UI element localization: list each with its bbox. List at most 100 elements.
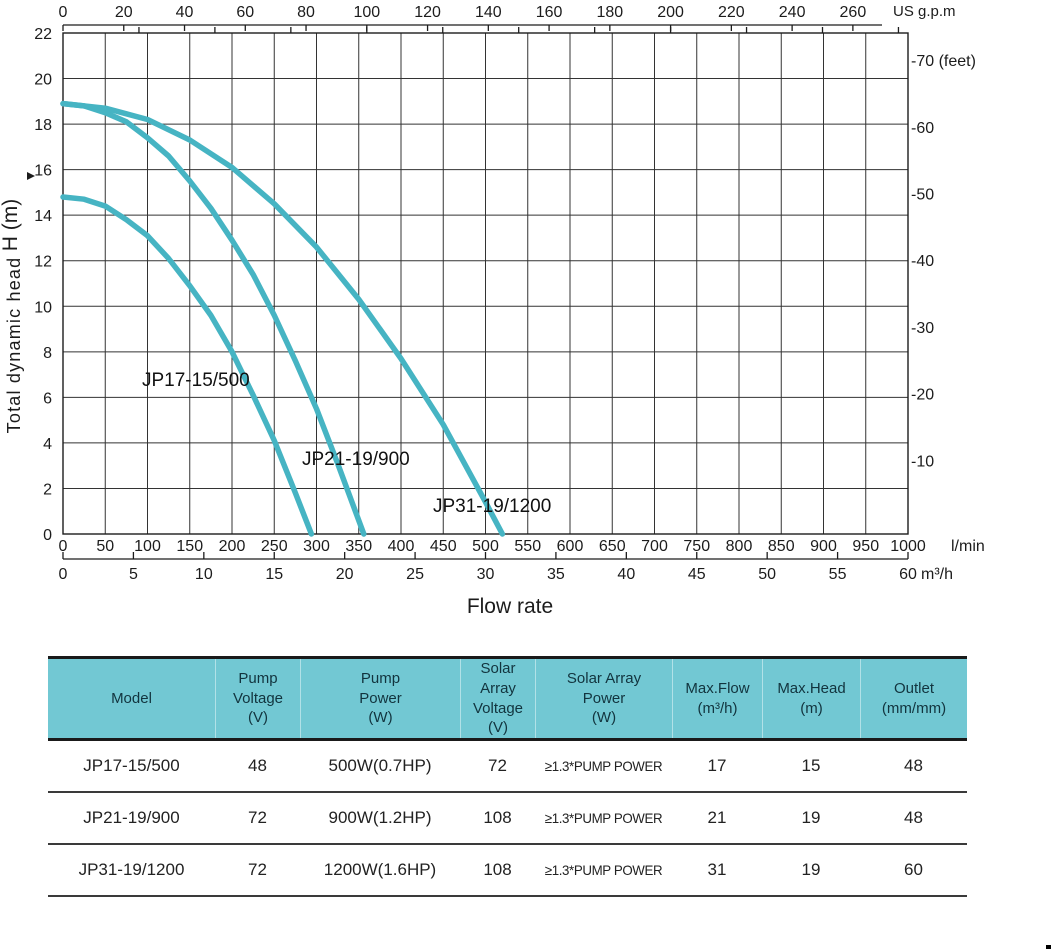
- y-tick-label: 14: [34, 208, 52, 225]
- column-header-line: (m): [800, 699, 823, 717]
- cell-r2-c7: 60: [904, 860, 923, 880]
- cell-r0-c6: 15: [801, 756, 821, 776]
- gpm-tick-label: 20: [115, 4, 133, 21]
- lmin-tick-label: 400: [388, 538, 415, 555]
- column-header-line: Voltage: [472, 699, 524, 717]
- column-header-line: Pump: [238, 669, 278, 687]
- column-header-line: (W): [591, 709, 617, 727]
- column-header-line: (V): [488, 719, 508, 737]
- feet-label: -40: [911, 253, 934, 270]
- y-tick-label: 2: [43, 481, 52, 498]
- cell-r0-c1: 48: [248, 756, 267, 776]
- lmin-tick-label: 500: [472, 538, 499, 555]
- y-axis-title: Total dynamic head: [4, 257, 24, 434]
- cell-r1-c0: JP21-19/900: [83, 808, 180, 828]
- m3h-tick-label: 55: [829, 566, 847, 583]
- m3h-tick-label: 10: [195, 566, 213, 583]
- feet-label: -20: [911, 387, 934, 404]
- y-tick-label: 8: [43, 345, 52, 362]
- gpm-tick-label: 100: [353, 4, 380, 21]
- gpm-tick-label: 180: [596, 4, 623, 21]
- y-tick-label: 22: [34, 26, 52, 43]
- gpm-tick-label: 260: [840, 4, 867, 21]
- lmin-tick-label: 550: [514, 538, 541, 555]
- cell-r1-c6: 19: [801, 808, 821, 828]
- y-tick-label: 0: [43, 527, 52, 544]
- y-tick-label: 18: [34, 117, 52, 134]
- lmin-tick-label: 50: [96, 538, 114, 555]
- axis-arrow-icon: [27, 172, 35, 180]
- gpm-tick-label: 140: [475, 4, 502, 21]
- m3h-tick-label: 40: [617, 566, 635, 583]
- lmin-tick-label: 0: [59, 538, 68, 555]
- m3h-unit-label: m³/h: [921, 566, 953, 583]
- m3h-tick-label: 25: [406, 566, 424, 583]
- m3h-tick-label: 35: [547, 566, 565, 583]
- table-row-JP17-15/500: JP17-15/500 48 500W(0.7HP) 72 ≥1.3*PUMP POWE…: [48, 741, 967, 794]
- cell-r0-c0: JP17-15/500: [83, 756, 180, 776]
- gpm-tick-label: 220: [718, 4, 745, 21]
- cell-r1-c5: 21: [707, 808, 727, 828]
- cell-r0-c7: 48: [904, 756, 923, 776]
- cell-r2-c4: ≥1.3*PUMP POWER: [544, 862, 663, 879]
- lmin-tick-label: 450: [430, 538, 457, 555]
- cell-r1-c4: ≥1.3*PUMP POWER: [544, 810, 663, 827]
- gpm-unit-label: US g.p.m: [893, 3, 956, 20]
- lmin-tick-label: 100: [134, 538, 161, 555]
- pump-curve-JP17-15/500: [60, 194, 315, 537]
- column-header-line: Power: [582, 689, 626, 707]
- cell-r0-c4: ≥1.3*PUMP POWER: [544, 758, 663, 775]
- column-header-line: (mm/mm): [881, 699, 947, 717]
- column-header-line: Max.Flow: [685, 679, 750, 697]
- cell-r2-c0: JP31-19/1200: [78, 860, 185, 880]
- y-tick-label: 16: [34, 163, 52, 180]
- feet-label: -70 (feet): [911, 53, 976, 70]
- cell-r2-c3: 108: [483, 860, 512, 880]
- y-tick-label: 4: [43, 436, 52, 453]
- lmin-tick-label: 700: [641, 538, 668, 555]
- y-tick-label: 6: [43, 390, 52, 407]
- cell-r2-c6: 19: [801, 860, 821, 880]
- table-header-row: Model Pump Voltage (V) Pump Power (W) Solar Arr…: [48, 659, 967, 742]
- m3h-tick-label: 60: [899, 566, 917, 583]
- lmin-tick-label: 200: [219, 538, 246, 555]
- y-tick-label: 20: [34, 72, 52, 89]
- column-header-5: Max.Flow (m³/h): [672, 659, 762, 739]
- m3h-tick-label: 20: [336, 566, 354, 583]
- feet-label: -30: [911, 320, 934, 337]
- column-header-line: Outlet: [893, 679, 935, 697]
- table-row-JP31-19/1200: JP31-19/1200 72 1200W(1.6HP) 108 ≥1.3*PUMP P…: [48, 845, 967, 898]
- lmin-tick-label: 950: [852, 538, 879, 555]
- gpm-tick-label: 0: [59, 4, 68, 21]
- gpm-tick-label: 240: [779, 4, 806, 21]
- feet-label: -60: [911, 120, 934, 137]
- cell-r0-c2: 500W(0.7HP): [328, 756, 432, 776]
- cell-r1-c3: 108: [483, 808, 512, 828]
- gpm-tick-label: 160: [536, 4, 563, 21]
- table-row-JP21-19/900: JP21-19/900 72 900W(1.2HP) 108 ≥1.3*PUMP POW…: [48, 793, 967, 846]
- column-header-0: Model: [48, 659, 215, 738]
- plot-border: [62, 32, 909, 535]
- gpm-tick-label: 120: [414, 4, 441, 21]
- m3h-tick-label: 30: [477, 566, 495, 583]
- lmin-tick-label: 300: [303, 538, 330, 555]
- gpm-tick-label: 60: [236, 4, 254, 21]
- curve-label: JP21-19/900: [302, 449, 410, 470]
- column-header-line: Pump: [360, 669, 401, 687]
- column-header-line: Voltage: [232, 689, 284, 707]
- cell-r0-c3: 72: [488, 756, 507, 776]
- m3h-tick-label: 15: [265, 566, 283, 583]
- curve-label: JP17-15/500: [142, 370, 250, 391]
- lmin-tick-label: 600: [557, 538, 584, 555]
- feet-label: -10: [911, 453, 934, 470]
- m3h-tick-label: 0: [59, 566, 68, 583]
- lmin-tick-label: 250: [261, 538, 288, 555]
- column-header-line: Model: [111, 689, 152, 707]
- column-header-3: Solar Array Voltage (V): [460, 659, 535, 739]
- y-tick-label: 12: [34, 254, 52, 271]
- m3h-tick-label: 45: [688, 566, 706, 583]
- y-axis-symbol: H (m): [0, 199, 22, 251]
- column-header-line: Solar Array: [566, 669, 642, 687]
- lmin-tick-label: 850: [768, 538, 795, 555]
